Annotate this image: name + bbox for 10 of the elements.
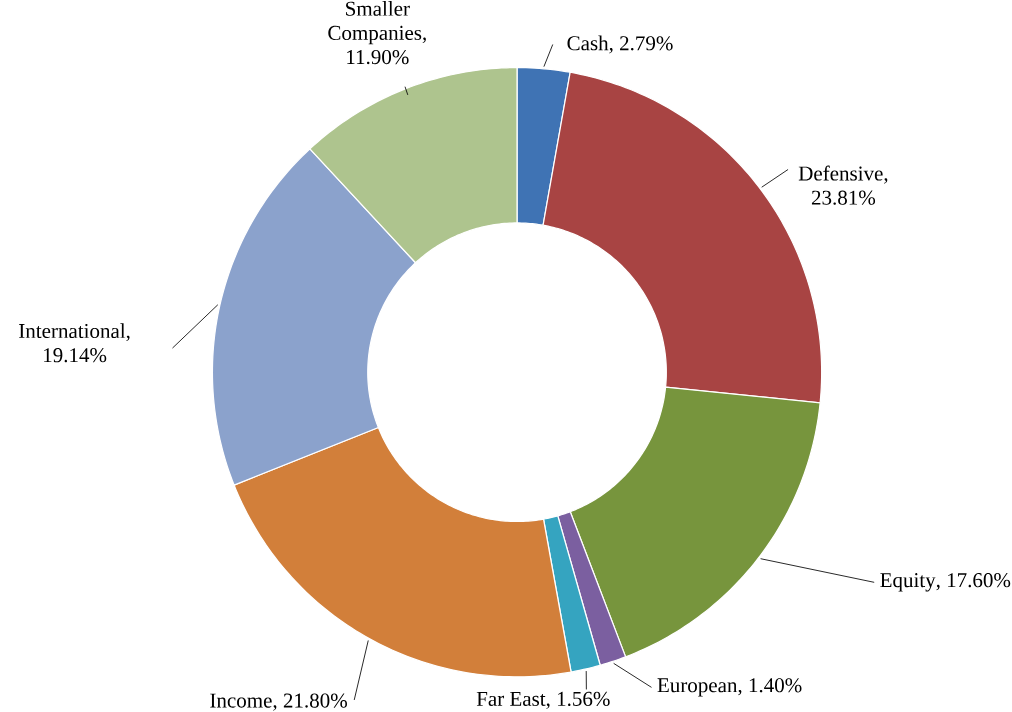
data-label: , 21.80% [273,693,347,711]
slice-label: European [657,678,738,697]
slice-label: Cash [567,35,609,51]
slice-label: Far East [476,692,546,707]
slice-label: Equity [880,573,936,592]
data-label: , 2.79% [609,36,673,54]
slice-label: Income [210,693,272,708]
data-label: , 1.40% [738,678,802,696]
data-label: , 1.56% [546,691,610,710]
data-label: , 17.60% [936,573,1011,591]
